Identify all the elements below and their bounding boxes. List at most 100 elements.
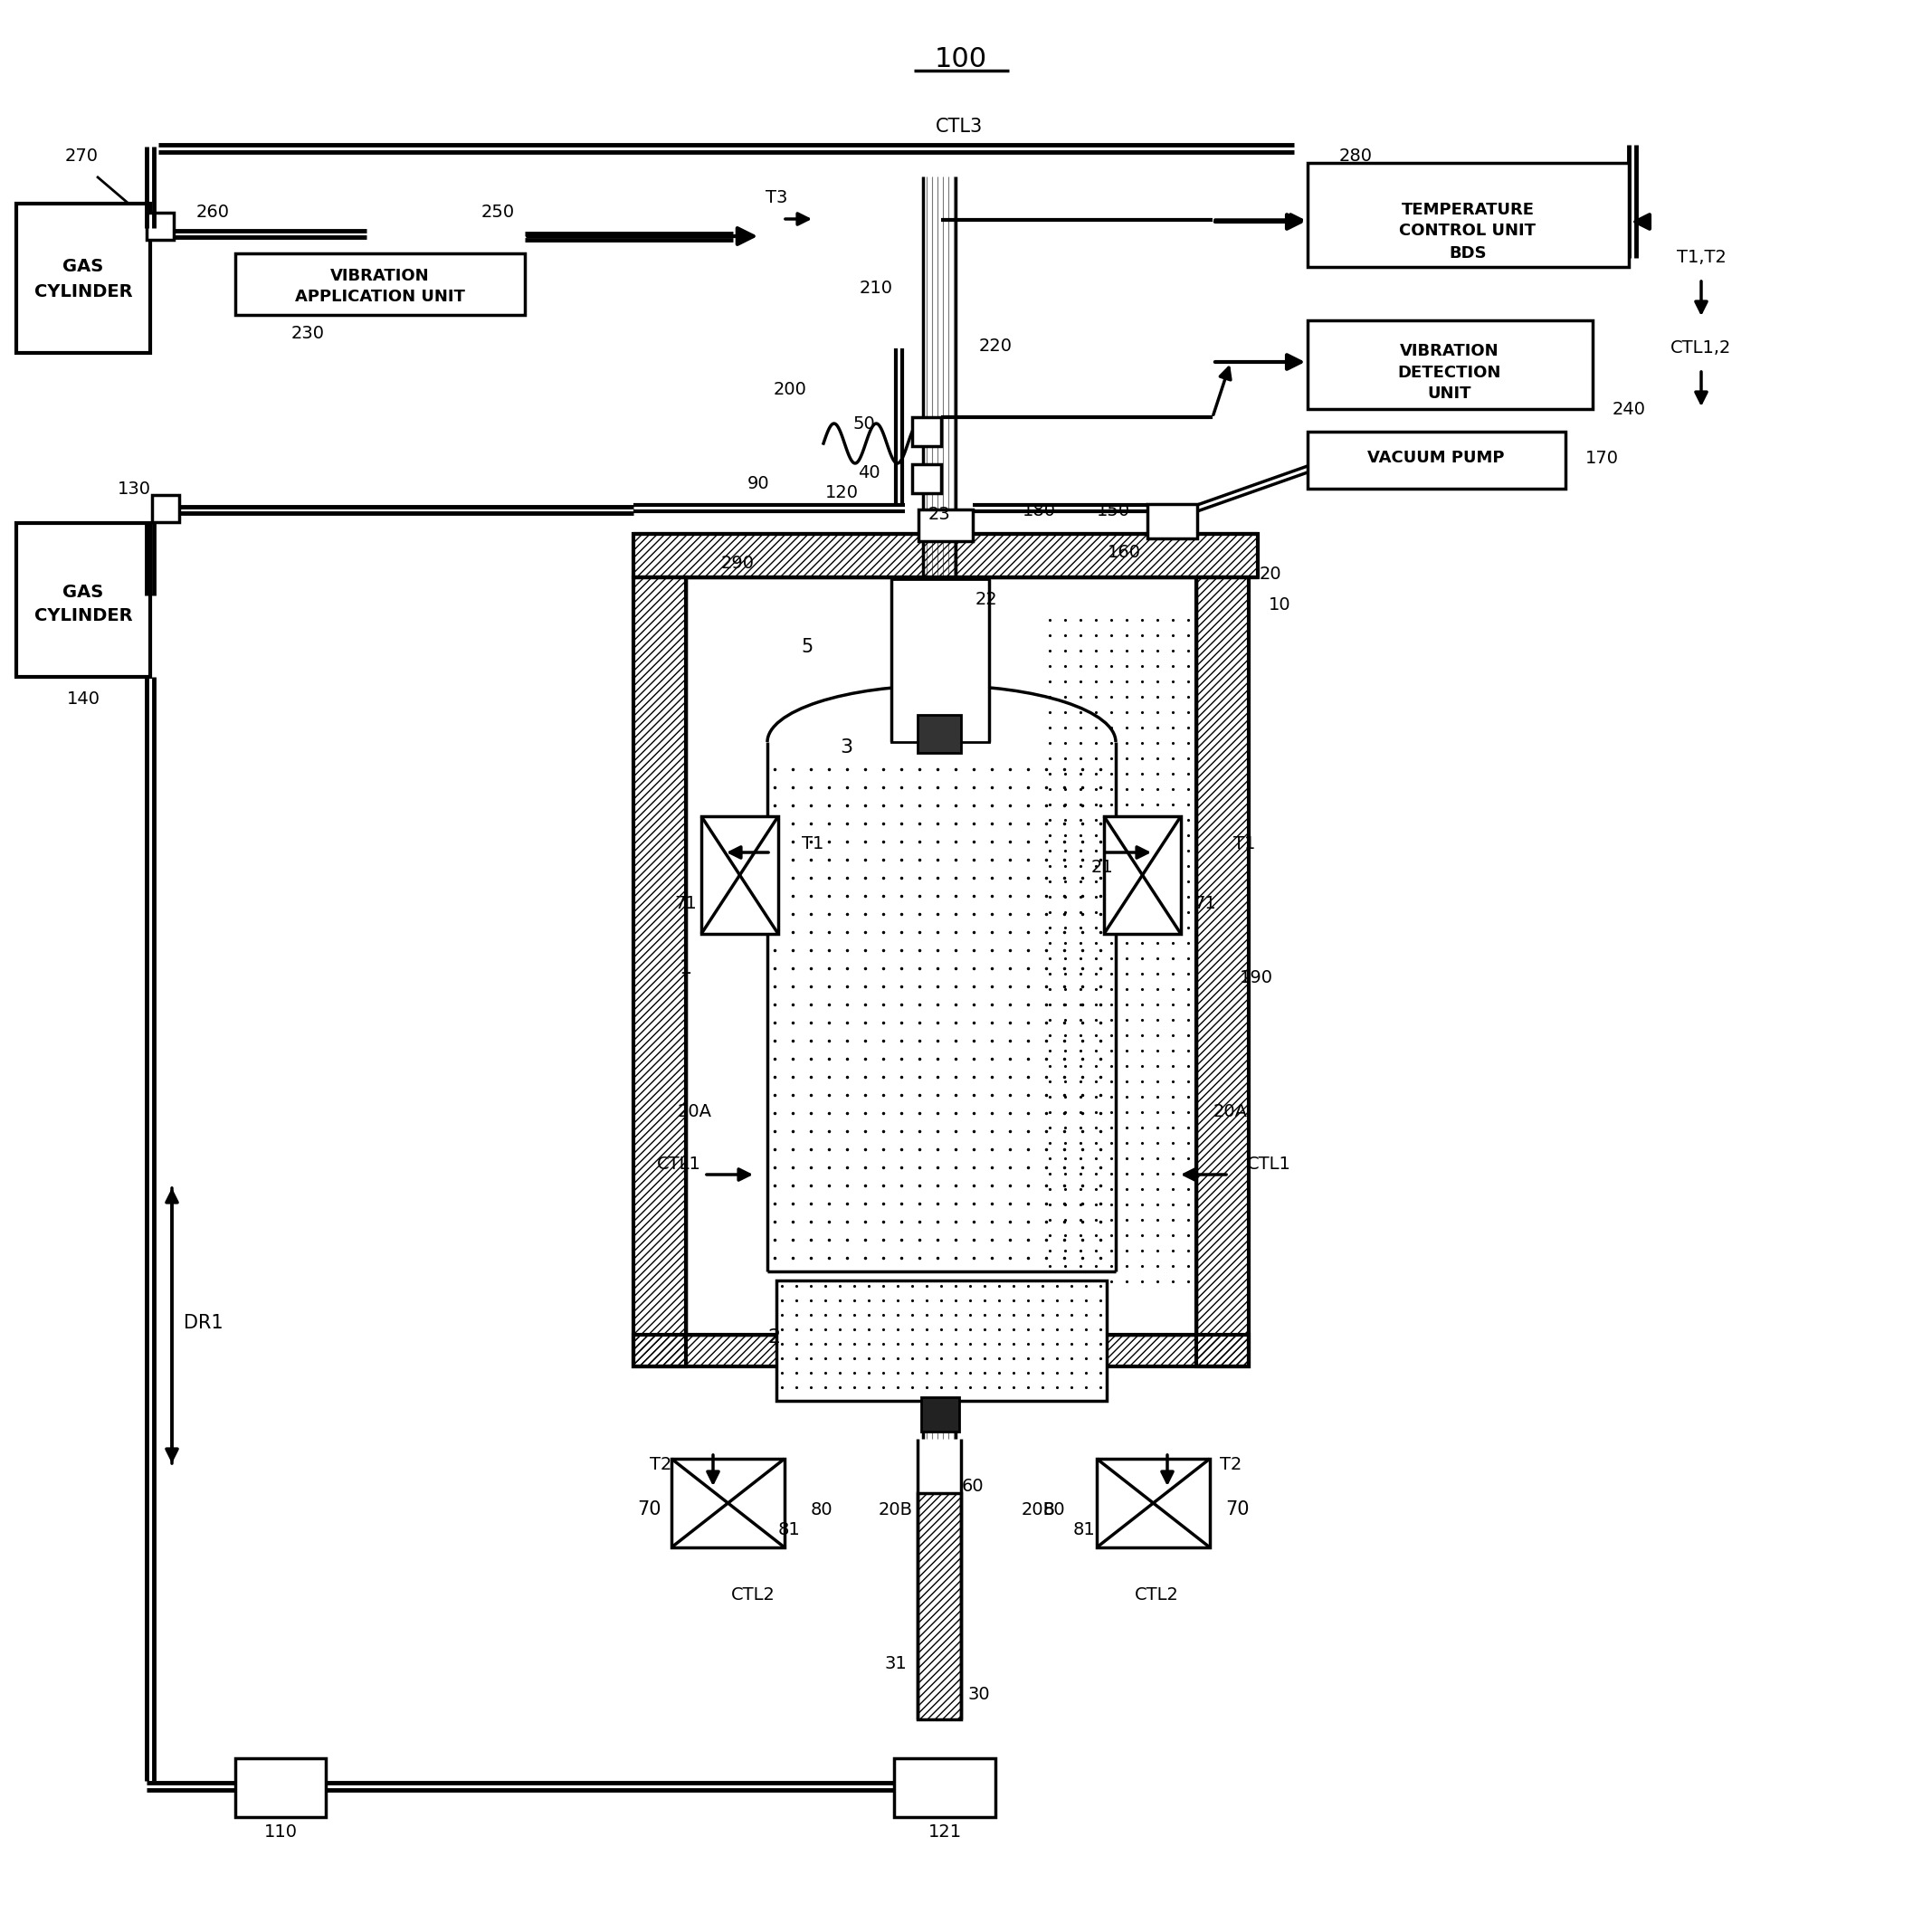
Text: GAS: GAS [63,259,104,276]
Bar [1307,431,1566,489]
Text: TEMPERATURE: TEMPERATURE [1401,201,1534,218]
Text: 121: 121 [928,1824,961,1841]
Text: 10: 10 [1269,595,1292,612]
Bar [917,1493,961,1719]
Text: 23: 23 [928,506,951,522]
Text: 20A: 20A [678,1103,713,1121]
Text: 50: 50 [853,415,875,433]
Bar [1103,815,1180,933]
Text: CTL2: CTL2 [1134,1586,1178,1604]
Text: T2: T2 [1220,1455,1242,1472]
Text: 160: 160 [1107,543,1140,560]
Text: 240: 240 [1613,400,1645,417]
Text: DR1: DR1 [185,1314,223,1331]
Text: 200: 200 [773,381,807,398]
Text: 140: 140 [67,690,100,707]
Bar [634,533,1257,578]
Bar [1307,162,1628,267]
Text: 81: 81 [778,1520,800,1538]
Text: VIBRATION: VIBRATION [331,269,431,284]
Text: T1: T1 [1234,835,1255,852]
Text: 70: 70 [638,1501,661,1519]
Text: 220: 220 [978,336,1013,354]
Text: 90: 90 [748,475,769,493]
Text: 5: 5 [801,638,813,657]
Text: 150: 150 [1096,502,1130,520]
Text: 80: 80 [811,1501,832,1519]
Text: GAS: GAS [63,583,104,601]
Text: 250: 250 [480,203,515,220]
Bar [634,578,686,1366]
Bar [921,1397,959,1432]
Text: 260: 260 [196,203,229,220]
Text: 20B: 20B [1023,1501,1055,1519]
Text: 20A: 20A [1213,1103,1247,1121]
Text: 290: 290 [721,554,753,572]
Bar [1097,1459,1209,1548]
Bar [1307,321,1593,410]
Bar [152,495,179,522]
Text: 2: 2 [767,1329,780,1347]
Text: 71: 71 [675,895,698,912]
Bar [1195,578,1249,1366]
Text: 21: 21 [1092,858,1113,875]
Bar [1147,504,1197,539]
Text: 80: 80 [1044,1501,1065,1519]
Text: T1,T2: T1,T2 [1676,249,1726,267]
Text: 81: 81 [1072,1520,1096,1538]
Text: 22: 22 [974,591,998,609]
Text: 270: 270 [65,147,98,164]
Text: 130: 130 [117,479,150,497]
Text: 60: 60 [961,1478,984,1495]
Text: 3: 3 [840,738,853,757]
Bar [146,213,173,240]
Text: 170: 170 [1586,450,1618,466]
Text: CTL3: CTL3 [936,118,982,135]
Bar [892,580,990,742]
Text: 71: 71 [1194,895,1217,912]
Text: 20B: 20B [878,1501,913,1519]
Bar [686,578,1195,1335]
Text: 280: 280 [1340,147,1372,164]
Bar [917,715,961,753]
Text: CYLINDER: CYLINDER [35,607,133,624]
Text: CYLINDER: CYLINDER [35,282,133,299]
Bar [913,464,942,493]
Bar [671,1459,784,1548]
Bar [702,815,778,933]
Text: T2: T2 [650,1455,671,1472]
Text: 210: 210 [859,278,892,296]
Text: CTL1,2: CTL1,2 [1670,340,1732,357]
Bar [894,1758,996,1818]
Bar [234,253,525,315]
Text: 120: 120 [825,485,859,502]
Text: APPLICATION UNIT: APPLICATION UNIT [296,288,465,305]
Text: CONTROL UNIT: CONTROL UNIT [1399,222,1536,240]
Text: CTL1: CTL1 [1247,1155,1292,1173]
Text: T3: T3 [765,189,788,207]
Bar [913,417,942,446]
Text: BDS: BDS [1449,245,1486,261]
Text: CTL1: CTL1 [657,1155,702,1173]
Bar [15,203,150,354]
Text: CTL2: CTL2 [730,1586,775,1604]
Bar [919,510,973,541]
Text: T1: T1 [801,835,825,852]
Text: 70: 70 [1226,1501,1249,1519]
Text: UNIT: UNIT [1428,386,1472,402]
Text: 110: 110 [263,1824,298,1841]
Text: 20: 20 [1259,566,1282,582]
Text: 100: 100 [934,46,988,71]
Bar [234,1758,325,1818]
Text: DETECTION: DETECTION [1397,365,1501,381]
Text: 30: 30 [969,1685,990,1702]
Text: VACUUM PUMP: VACUUM PUMP [1368,450,1505,466]
Text: 40: 40 [857,464,880,481]
Text: VIBRATION: VIBRATION [1399,344,1499,359]
Text: 1: 1 [680,958,692,978]
Text: 31: 31 [884,1654,907,1671]
Bar [15,524,150,676]
Bar [634,1335,1249,1366]
Bar [776,1281,1107,1401]
Text: 190: 190 [1240,968,1272,985]
